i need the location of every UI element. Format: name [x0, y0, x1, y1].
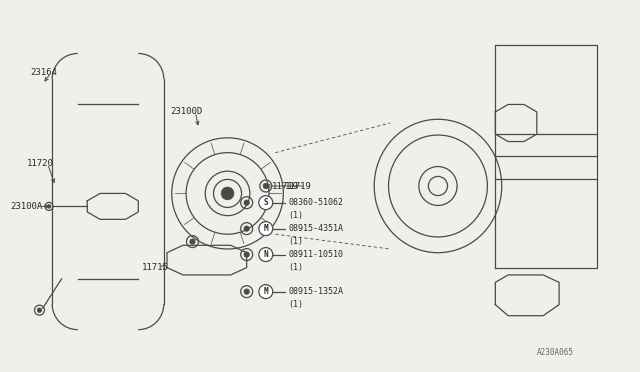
Circle shape	[244, 252, 250, 257]
Circle shape	[259, 222, 273, 235]
Text: (1): (1)	[288, 300, 303, 309]
Circle shape	[244, 289, 250, 294]
Text: 11719: 11719	[272, 182, 299, 190]
Circle shape	[259, 196, 273, 210]
Text: 08915-4351A: 08915-4351A	[288, 224, 343, 233]
Circle shape	[259, 285, 273, 299]
Text: 08915-1352A: 08915-1352A	[288, 287, 343, 296]
Text: M: M	[264, 224, 268, 233]
Circle shape	[37, 308, 42, 312]
Text: N: N	[264, 250, 268, 259]
Text: 23100A: 23100A	[11, 202, 43, 211]
Circle shape	[263, 183, 269, 189]
Text: (1): (1)	[288, 237, 303, 246]
Text: 23100D: 23100D	[170, 108, 202, 116]
Text: 11719: 11719	[285, 182, 312, 190]
Text: 23164: 23164	[30, 68, 57, 77]
Text: A230A065: A230A065	[537, 348, 574, 357]
Text: 11720: 11720	[27, 159, 54, 168]
Text: (1): (1)	[288, 211, 303, 220]
Circle shape	[47, 205, 51, 208]
Text: M: M	[264, 287, 268, 296]
Circle shape	[244, 200, 250, 205]
Circle shape	[244, 226, 250, 231]
Text: S: S	[264, 198, 268, 207]
Text: 08911-10510: 08911-10510	[288, 250, 343, 259]
Text: 08360-51062: 08360-51062	[288, 198, 343, 207]
Circle shape	[221, 187, 234, 200]
Text: 11715: 11715	[141, 263, 168, 272]
Circle shape	[259, 248, 273, 262]
Text: (1): (1)	[288, 263, 303, 272]
Circle shape	[190, 239, 195, 244]
